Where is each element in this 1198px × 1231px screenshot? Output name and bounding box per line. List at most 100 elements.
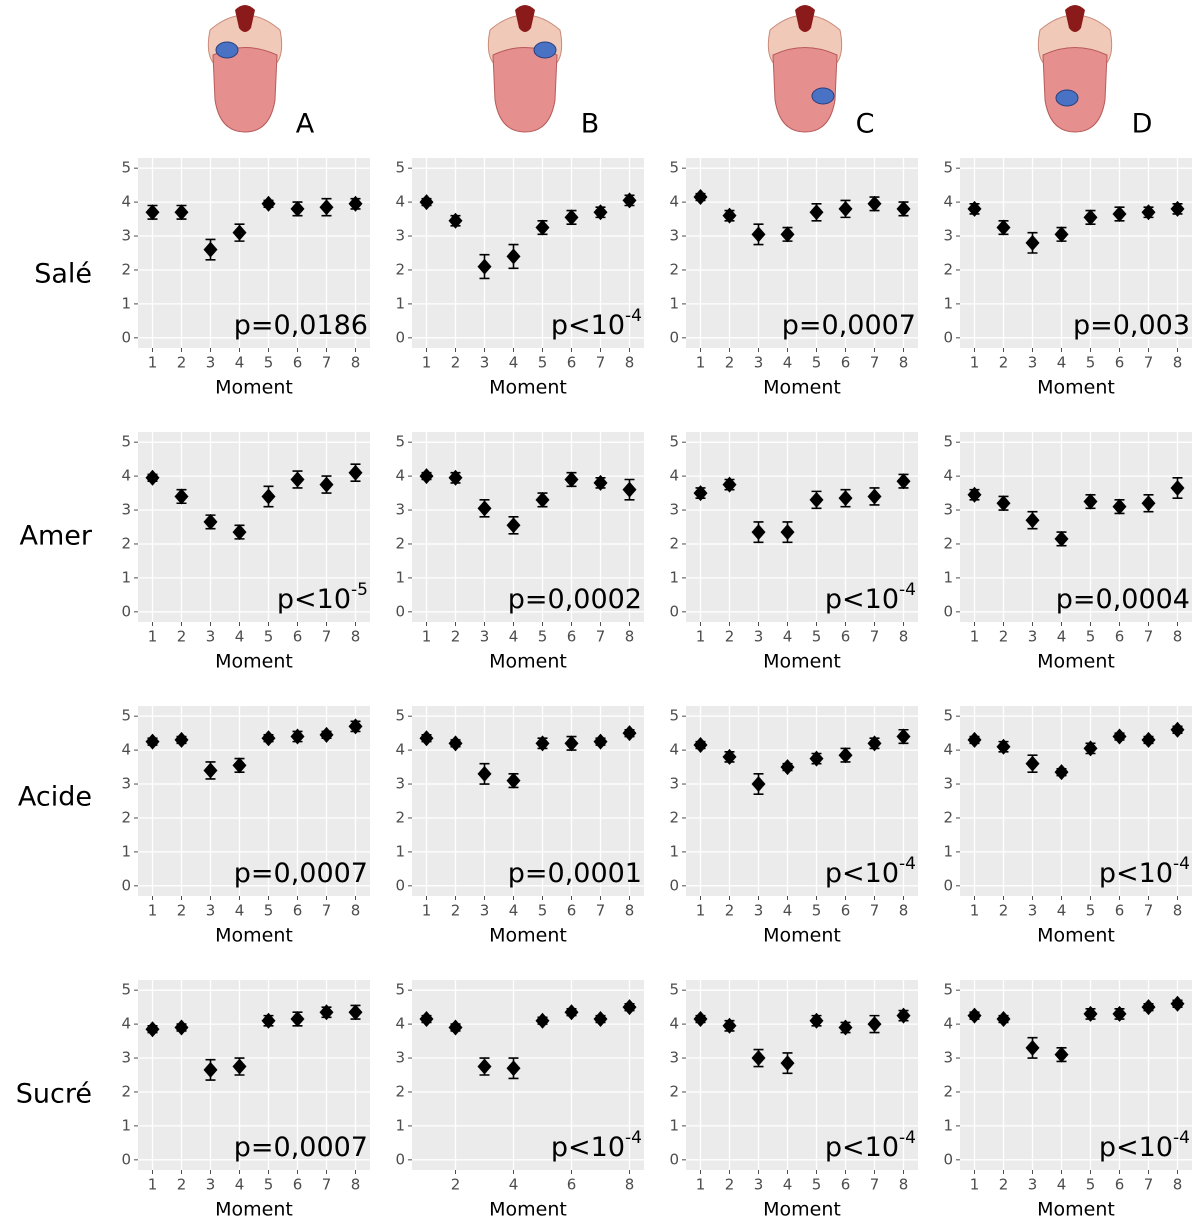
x-axis-label: Moment — [215, 925, 293, 947]
point — [751, 524, 766, 541]
y-tick-label: 5 — [943, 707, 953, 725]
p-value-text: p<10 — [551, 310, 625, 341]
y-tick-label: 1 — [121, 568, 131, 586]
y-tick-label: 5 — [669, 433, 679, 451]
x-tick-label: 2 — [451, 902, 461, 920]
point — [174, 488, 189, 505]
point — [319, 476, 334, 493]
x-tick-label: 3 — [206, 354, 216, 372]
epiglottis — [1065, 5, 1085, 32]
x-tick-label: 3 — [754, 1176, 764, 1194]
y-tick-label: 4 — [395, 1015, 405, 1033]
point — [838, 747, 853, 764]
point — [203, 762, 218, 779]
point — [867, 1016, 882, 1033]
plot-background — [138, 158, 370, 348]
x-tick-label: 8 — [351, 1176, 361, 1194]
y-tick-label: 0 — [121, 876, 131, 894]
p-value-text: p<10 — [1099, 858, 1173, 889]
point — [174, 204, 189, 221]
x-tick-label: 4 — [1057, 354, 1067, 372]
x-tick-label: 3 — [480, 354, 490, 372]
point — [1054, 764, 1069, 781]
x-tick-label: 7 — [596, 354, 606, 372]
y-tick-label: 5 — [121, 707, 131, 725]
x-tick-label: 7 — [596, 628, 606, 646]
point — [535, 491, 550, 508]
y-tick-label: 0 — [395, 876, 405, 894]
point — [722, 476, 737, 493]
p-value-exponent: -4 — [899, 1128, 916, 1148]
x-tick-label: 1 — [970, 1176, 980, 1194]
y-tick-label: 0 — [395, 1150, 405, 1168]
x-tick-label: 1 — [422, 628, 432, 646]
point — [261, 488, 276, 505]
y-tick-label: 5 — [121, 433, 131, 451]
x-axis-label: Moment — [489, 1199, 567, 1221]
x-tick-label: 7 — [870, 628, 880, 646]
y-tick-label: 5 — [943, 981, 953, 999]
x-tick-label: 3 — [206, 902, 216, 920]
x-tick-label: 7 — [322, 902, 332, 920]
point — [319, 199, 334, 216]
y-tick-label: 3 — [121, 501, 131, 519]
x-tick-label: 1 — [696, 1176, 706, 1194]
point — [1112, 1005, 1127, 1022]
column-label: A — [296, 109, 315, 140]
x-tick-label: 5 — [812, 354, 822, 372]
y-tick-label: 5 — [395, 433, 405, 451]
point — [809, 491, 824, 508]
x-tick-label: 7 — [1144, 628, 1154, 646]
point — [564, 1004, 579, 1021]
x-tick-label: 5 — [264, 354, 274, 372]
point — [203, 513, 218, 530]
point — [535, 219, 550, 236]
x-tick-label: 5 — [812, 628, 822, 646]
x-tick-label: 7 — [870, 1176, 880, 1194]
x-tick-label: 6 — [1115, 354, 1125, 372]
point — [751, 1050, 766, 1067]
point — [1112, 205, 1127, 222]
y-tick-label: 2 — [395, 260, 405, 278]
plot-background — [686, 432, 918, 622]
point — [261, 195, 276, 212]
x-tick-label: 6 — [841, 628, 851, 646]
x-tick-label: 4 — [509, 354, 519, 372]
x-tick-label: 7 — [322, 1176, 332, 1194]
y-tick-label: 0 — [395, 602, 405, 620]
x-tick-label: 2 — [999, 628, 1009, 646]
y-tick-label: 1 — [395, 294, 405, 312]
y-tick-label: 2 — [669, 534, 679, 552]
y-tick-label: 3 — [121, 1049, 131, 1067]
x-tick-label: 8 — [351, 354, 361, 372]
x-tick-label: 2 — [451, 354, 461, 372]
x-tick-label: 7 — [596, 902, 606, 920]
p-value-text: p=0,0002 — [508, 584, 642, 615]
p-value-text: p=0,0007 — [234, 1132, 368, 1163]
x-tick-label: 4 — [509, 902, 519, 920]
plot-background — [686, 980, 918, 1170]
x-tick-label: 8 — [625, 902, 635, 920]
point — [867, 195, 882, 212]
point — [1112, 498, 1127, 515]
point — [348, 195, 363, 212]
point — [967, 486, 982, 503]
point — [996, 495, 1011, 512]
x-tick-label: 4 — [235, 1176, 245, 1194]
point — [593, 733, 608, 750]
point — [348, 464, 363, 481]
x-tick-label: 4 — [1057, 628, 1067, 646]
x-tick-label: 5 — [1086, 902, 1096, 920]
y-tick-label: 2 — [121, 260, 131, 278]
x-tick-label: 3 — [206, 628, 216, 646]
p-value: p<10-5 — [277, 580, 368, 615]
p-value: p<10-4 — [551, 1128, 642, 1163]
x-tick-label: 8 — [625, 354, 635, 372]
x-tick-label: 6 — [567, 1176, 577, 1194]
tongue — [772, 47, 838, 133]
y-tick-label: 3 — [121, 227, 131, 245]
p-value: p<10-4 — [825, 1128, 916, 1163]
